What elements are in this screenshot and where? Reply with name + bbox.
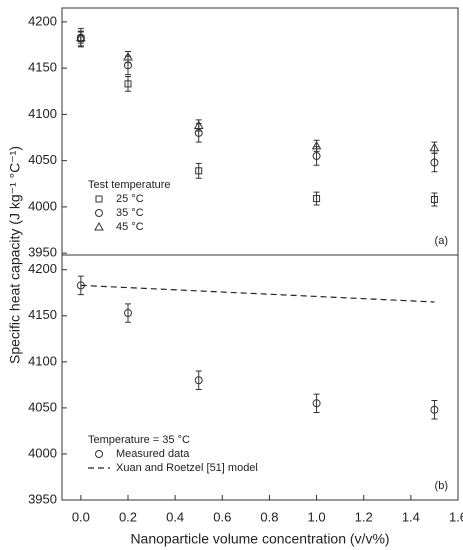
error-bar: [195, 162, 202, 179]
legend-marker: [95, 209, 103, 217]
y-tick-label: 4150: [28, 60, 57, 75]
data-point: [311, 140, 322, 150]
data-point: [313, 195, 321, 203]
legend-label: Measured data: [116, 448, 190, 460]
y-tick-label: 4050: [28, 152, 57, 167]
y-tick-label: 4000: [28, 198, 57, 213]
legend-label: 45 °C: [116, 221, 144, 233]
error-bar: [125, 303, 131, 323]
y-tick-label: 4100: [28, 353, 57, 368]
legend-title: Test temperature: [88, 179, 171, 191]
x-tick-label: 0.4: [166, 509, 184, 524]
legend-marker: [94, 221, 104, 231]
legend-title: Temperature = 35 °C: [88, 434, 190, 446]
x-axis-title: Nanoparticle volume concentration (v/v%): [130, 531, 389, 547]
y-tick-label: 3950: [28, 245, 57, 260]
x-tick-label: 0.0: [72, 509, 90, 524]
data-point: [312, 399, 321, 408]
error-bar: [195, 370, 202, 390]
legend-marker: [95, 450, 103, 458]
data-point: [75, 32, 86, 42]
data-point: [430, 158, 439, 167]
data-point: [312, 152, 321, 161]
error-bar: [125, 75, 131, 92]
x-tick-label: 0.8: [260, 509, 278, 524]
y-tick-label: 4200: [28, 261, 57, 276]
legend-label: 25 °C: [116, 193, 144, 205]
model-line: [80, 284, 435, 303]
x-tick-label: 1.2: [355, 509, 373, 524]
y-tick-label: 4000: [28, 445, 57, 460]
legend-marker: [95, 195, 103, 203]
y-tick-label: 4050: [28, 399, 57, 414]
x-tick-label: 1.6: [449, 509, 463, 524]
x-tick-label: 1.0: [308, 509, 326, 524]
data-point: [430, 405, 439, 414]
y-tick-label: 3950: [28, 491, 57, 506]
error-bar: [431, 400, 438, 420]
error-bar: [77, 275, 84, 296]
data-point: [429, 142, 440, 152]
data-point: [124, 309, 132, 318]
y-tick-label: 4100: [28, 106, 57, 121]
error-bar: [313, 191, 320, 206]
error-bar: [431, 152, 438, 173]
legend-label: 35 °C: [116, 207, 144, 219]
y-tick-label: 4150: [28, 307, 57, 322]
data-point: [195, 167, 203, 175]
data-point: [194, 376, 203, 385]
x-tick-label: 1.4: [402, 509, 420, 524]
legend-label: Xuan and Roetzel [51] model: [116, 462, 258, 474]
panel-label: (a): [435, 235, 448, 247]
panel-label: (b): [435, 480, 448, 492]
x-tick-label: 0.6: [213, 509, 231, 524]
error-bar: [431, 192, 438, 207]
data-point: [123, 52, 133, 61]
data-point: [430, 195, 438, 203]
y-axis-title: Specific heat capacity (J kg⁻¹ °C⁻¹): [7, 146, 23, 364]
data-point: [124, 80, 132, 88]
error-bar: [313, 393, 320, 413]
x-tick-label: 0.2: [119, 509, 137, 524]
plot-frame: [61, 254, 459, 501]
data-point: [193, 120, 204, 129]
y-tick-label: 4200: [28, 13, 57, 28]
